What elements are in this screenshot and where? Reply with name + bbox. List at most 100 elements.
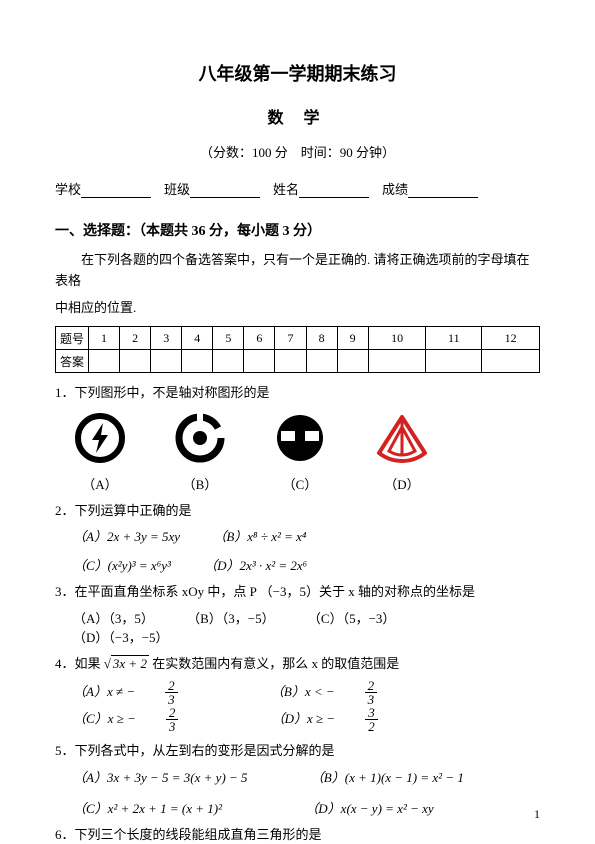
q4-opt-a-pre: （A）x ≠ − (73, 681, 135, 700)
t-circle-icon (275, 413, 325, 463)
q2-text: 2．下列运算中正确的是 (55, 501, 540, 521)
q2-opt-c: （C）(x²y)³ = x⁶y³ (73, 555, 171, 574)
q1-figure-d: （D） (375, 413, 429, 493)
table-row: 答案 (56, 350, 540, 373)
label-name: 姓名 (273, 182, 299, 197)
page-title: 八年级第一学期期末练习 (55, 60, 540, 86)
q1-label-c: （C） (275, 474, 325, 493)
col-head: 1 (89, 327, 120, 350)
col-head: 7 (275, 327, 306, 350)
label-score: 成绩 (382, 182, 408, 197)
q1-label-d: （D） (375, 474, 429, 493)
page-number: 1 (534, 807, 540, 822)
exam-meta: （分数：100 分 时间：90 分钟） (55, 142, 540, 161)
ans-cell (213, 350, 244, 373)
changan-logo-icon (375, 413, 429, 463)
q5-text: 5．下列各式中，从左到右的变形是因式分解的是 (55, 741, 540, 761)
q2-opts-row2: （C）(x²y)³ = x⁶y³ （D）2x³ · x² = 2x⁶ (73, 555, 540, 574)
frac-n: 2 (166, 706, 179, 720)
ans-cell (182, 350, 213, 373)
q4-opt-c-pre: （C）x ≥ − (73, 708, 136, 727)
q4-opt-d: （D）x ≥ − 32 (272, 706, 438, 733)
col-head: 9 (337, 327, 368, 350)
q5-opt-b: （B）(x + 1)(x − 1) = x² − 1 (311, 767, 464, 786)
q4-opt-c: （C）x ≥ − 23 (73, 706, 238, 733)
q4-text: 4．如果 √3x + 2 在实数范围内有意义，那么 x 的取值范围是 (55, 654, 540, 674)
col-head: 12 (482, 327, 540, 350)
q1-figure-c: （C） (275, 413, 325, 493)
frac-d: 2 (365, 720, 378, 733)
row-label: 题号 (56, 327, 89, 350)
col-head: 10 (368, 327, 426, 350)
q2-opt-b: （B）x⁸ ÷ x² = x⁴ (213, 526, 306, 545)
q4-pre: 4．如果 (55, 656, 104, 671)
sqrt-icon: √3x + 2 (104, 654, 149, 674)
col-head: 2 (120, 327, 151, 350)
section-1-instr-2: 中相应的位置. (55, 298, 540, 319)
col-head: 8 (306, 327, 337, 350)
blank-school (81, 183, 151, 198)
ans-cell (337, 350, 368, 373)
q3-opt-c: （C）（5，−3） (308, 608, 396, 627)
table-row: 题号 1 2 3 4 5 6 7 8 9 10 11 12 (56, 327, 540, 350)
q1-label-b: （B） (175, 474, 225, 493)
blank-score (408, 183, 478, 198)
frac-d: 3 (166, 720, 179, 733)
answer-table: 题号 1 2 3 4 5 6 7 8 9 10 11 12 答案 (55, 326, 540, 373)
q4-opts: （A）x ≠ −23 （B）x < −23 （C）x ≥ −23 （D）x ≥ … (73, 679, 540, 733)
student-info-line: 学校 班级 姓名 成绩 (55, 179, 540, 198)
frac-n: 3 (365, 706, 378, 720)
q5-opt-c: （C）x² + 2x + 1 = (x + 1)² (73, 798, 222, 817)
q3-text: 3．在平面直角坐标系 xOy 中，点 P （−3，5）关于 x 轴的对称点的坐标… (55, 582, 540, 602)
ans-cell (306, 350, 337, 373)
q1-figure-a: （A） (75, 413, 125, 493)
col-head: 11 (426, 327, 482, 350)
page: 八年级第一学期期末练习 数 学 （分数：100 分 时间：90 分钟） 学校 班… (0, 0, 595, 842)
subject-title: 数 学 (55, 104, 540, 128)
q4-opt-d-pre: （D）x ≥ − (272, 708, 336, 727)
q2-opt-d: （D）2x³ · x² = 2x⁶ (204, 555, 307, 574)
ans-cell (426, 350, 482, 373)
broken-ring-icon (175, 413, 225, 463)
blank-name (299, 183, 369, 198)
q4-radicand: 3x + 2 (111, 655, 149, 671)
q6-text: 6．下列三个长度的线段能组成直角三角形的是 (55, 825, 540, 844)
section-1-instr-1: 在下列各题的四个备选答案中，只有一个是正确的. 请将正确选项前的字母填在表格 (55, 250, 540, 292)
q5-opts-row1: （A）3x + 3y − 5 = 3(x + y) − 5 （B）(x + 1)… (73, 767, 540, 786)
col-head: 6 (244, 327, 275, 350)
frac-n: 2 (165, 679, 178, 693)
q1-label-a: （A） (75, 474, 125, 493)
q4-opt-b: （B）x < −23 (271, 679, 437, 706)
row-label: 答案 (56, 350, 89, 373)
q4-post: 在实数范围内有意义，那么 x 的取值范围是 (152, 656, 399, 671)
q5-opts-row2: （C）x² + 2x + 1 = (x + 1)² （D）x(x − y) = … (73, 798, 540, 817)
label-school: 学校 (55, 182, 81, 197)
q5-opt-d: （D）x(x − y) = x² − xy (305, 798, 433, 817)
col-head: 4 (182, 327, 213, 350)
q3-opts: （A）（3，5） （B）（3，−5） （C）（5，−3） （D）（−3，−5） (73, 608, 540, 646)
q3-opt-b: （B）（3，−5） (187, 608, 275, 627)
q3-opt-a: （A）（3，5） (73, 608, 154, 627)
ans-cell (275, 350, 306, 373)
ans-cell (89, 350, 120, 373)
lightning-circle-icon (75, 413, 125, 463)
ans-cell (151, 350, 182, 373)
q4-opt-a: （A）x ≠ −23 (73, 679, 238, 706)
q3-opt-d: （D）（−3，−5） (73, 627, 169, 646)
blank-class (190, 183, 260, 198)
q1-figure-b: （B） (175, 413, 225, 493)
q1-figures: （A） （B） （C） (75, 413, 540, 493)
ans-cell (368, 350, 426, 373)
label-class: 班级 (164, 182, 190, 197)
col-head: 3 (151, 327, 182, 350)
col-head: 5 (213, 327, 244, 350)
frac-n: 2 (365, 679, 378, 693)
q4-opt-b-pre: （B）x < − (271, 681, 335, 700)
q5-opt-a: （A）3x + 3y − 5 = 3(x + y) − 5 (73, 767, 248, 786)
ans-cell (482, 350, 540, 373)
section-1-head: 一、选择题：（本题共 36 分，每小题 3 分） (55, 220, 540, 240)
ans-cell (120, 350, 151, 373)
q2-opt-a: （A）2x + 3y = 5xy (73, 526, 180, 545)
q1-text: 1．下列图形中，不是轴对称图形的是 (55, 383, 540, 403)
q2-opts-row1: （A）2x + 3y = 5xy （B）x⁸ ÷ x² = x⁴ (73, 526, 540, 545)
